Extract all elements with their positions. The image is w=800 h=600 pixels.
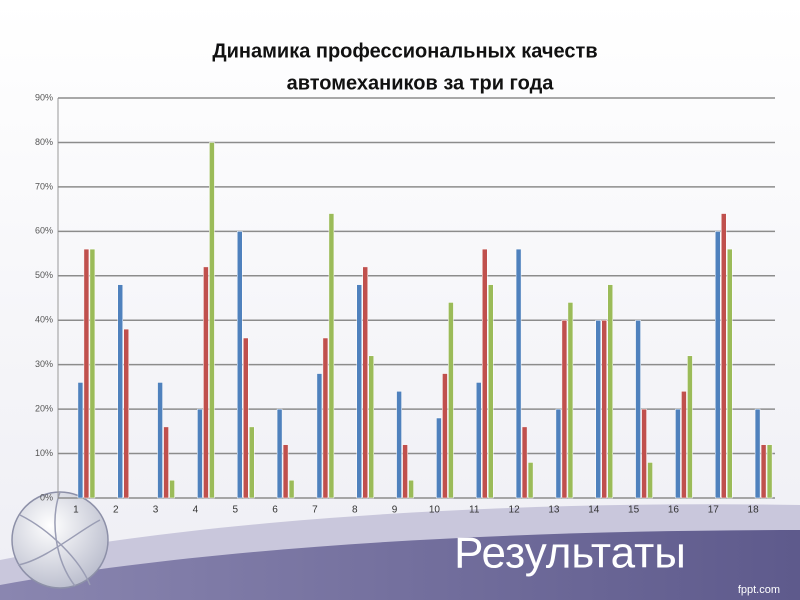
bar (675, 408, 681, 499)
x-tick-label: 2 (113, 505, 119, 516)
x-tick-label: 6 (272, 505, 278, 516)
bar (288, 479, 295, 499)
chart-title: Динамика профессиональных качеств (212, 40, 597, 62)
bar (396, 391, 402, 499)
bar (595, 319, 601, 499)
y-tick-label: 80% (35, 137, 53, 147)
bar (197, 408, 203, 499)
bar (641, 408, 647, 499)
x-tick-label: 5 (232, 505, 238, 516)
x-tick-label: 12 (509, 505, 521, 516)
bar (555, 408, 562, 499)
x-tick-label: 10 (429, 505, 441, 516)
bar (482, 248, 488, 499)
bar (488, 284, 494, 499)
wave (0, 530, 800, 600)
bar (715, 231, 721, 499)
y-tick-label: 70% (35, 181, 53, 191)
y-tick-label: 40% (35, 315, 53, 325)
bar (681, 391, 687, 499)
bar (89, 248, 96, 499)
y-tick-label: 0% (40, 492, 53, 502)
bar (442, 373, 448, 499)
bar (123, 328, 129, 499)
bar (169, 479, 175, 499)
x-tick-label: 9 (392, 505, 398, 516)
bar (209, 142, 215, 499)
y-tick-label: 10% (35, 448, 53, 458)
bar (647, 462, 653, 499)
x-tick-label: 18 (748, 505, 760, 516)
x-tick-label: 8 (352, 505, 358, 516)
bar (249, 426, 255, 499)
y-tick-label: 30% (35, 359, 53, 369)
bar (316, 373, 323, 499)
bar (328, 213, 335, 499)
bar (117, 284, 123, 499)
bar (687, 355, 693, 499)
bar (760, 444, 767, 499)
x-tick-label: 17 (708, 505, 720, 516)
bar (601, 319, 607, 499)
y-tick-label: 50% (35, 270, 53, 280)
bar (362, 266, 368, 499)
bar (448, 302, 454, 499)
bar (243, 337, 249, 499)
bar (322, 337, 329, 499)
bar (402, 444, 408, 499)
chart-title: автомехаников за три года (287, 72, 555, 94)
bar (356, 284, 362, 499)
bar (83, 248, 90, 499)
bar (607, 284, 613, 499)
bar (368, 355, 374, 499)
bar (766, 444, 773, 499)
x-tick-label: 16 (668, 505, 680, 516)
bar (476, 382, 482, 499)
bar (527, 462, 534, 499)
bar (515, 248, 522, 499)
y-tick-label: 20% (35, 403, 53, 413)
bar (157, 382, 163, 499)
bar (77, 382, 84, 499)
bar (276, 408, 283, 499)
volleyball (11, 491, 109, 589)
bar (408, 479, 414, 499)
x-tick-label: 15 (628, 505, 640, 516)
bar (561, 319, 568, 499)
y-tick-label: 90% (35, 92, 53, 102)
bar (436, 417, 442, 499)
y-tick-label: 60% (35, 226, 53, 236)
bar (754, 408, 761, 499)
bar (163, 426, 169, 499)
x-tick-label: 13 (548, 505, 560, 516)
slide-heading: Результаты (454, 529, 686, 578)
x-tick-label: 7 (312, 505, 318, 516)
footer: fppt.com (738, 584, 780, 596)
bar (635, 319, 641, 499)
x-tick-label: 3 (153, 505, 159, 516)
bar (237, 231, 243, 499)
bar (282, 444, 289, 499)
bar (203, 266, 209, 499)
bar (721, 213, 727, 499)
bar (521, 426, 528, 499)
bar (727, 248, 733, 499)
bar (567, 302, 574, 499)
x-tick-label: 11 (469, 505, 480, 516)
x-tick-label: 14 (588, 505, 600, 516)
x-tick-label: 1 (73, 505, 79, 516)
x-tick-label: 4 (193, 505, 199, 516)
